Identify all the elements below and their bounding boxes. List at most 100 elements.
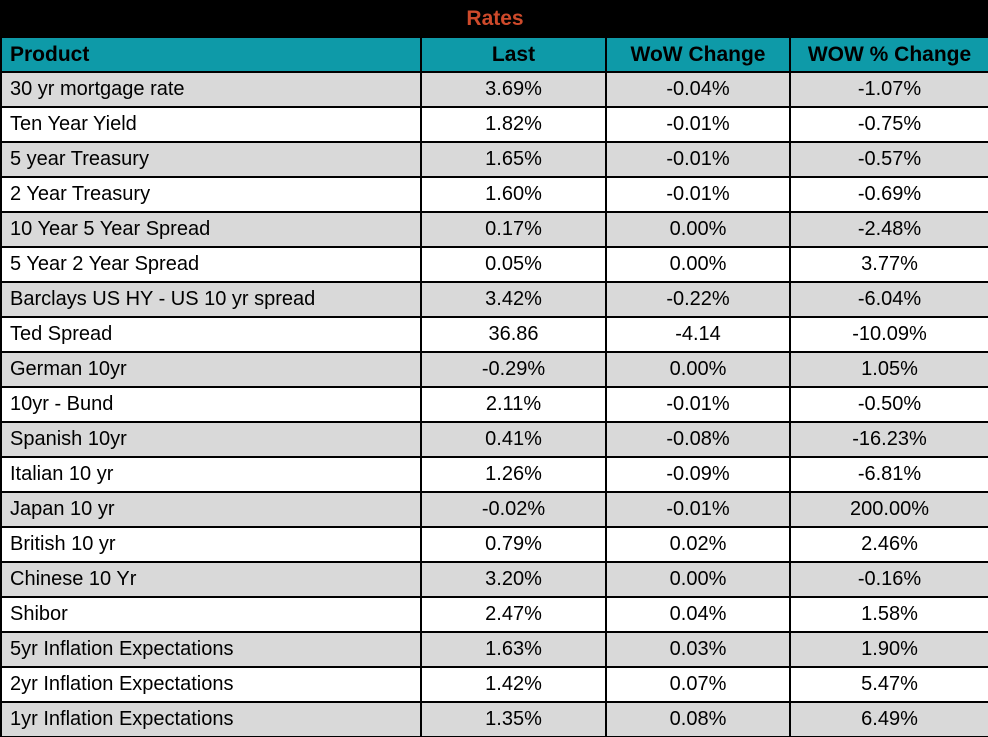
table-row: Barclays US HY - US 10 yr spread 3.42% -0.… bbox=[0, 281, 988, 318]
cell-last: 36.86 bbox=[420, 316, 607, 353]
cell-product: 10yr - Bund bbox=[0, 386, 422, 423]
cell-wow_pct_change: -6.81% bbox=[788, 456, 988, 493]
cell-wow_pct_change: 5.47% bbox=[788, 666, 988, 703]
cell-product: Barclays US HY - US 10 yr spread bbox=[0, 281, 422, 318]
table-row: 2 Year Treasury 1.60% -0.01% -0.69% bbox=[0, 176, 988, 213]
cell-last: 1.42% bbox=[420, 666, 607, 703]
cell-last: 1.35% bbox=[420, 701, 607, 737]
table-row: Italian 10 yr 1.26% -0.09% -6.81% bbox=[0, 456, 988, 493]
cell-wow_pct_change: 1.90% bbox=[788, 631, 988, 668]
cell-wow_change: 0.04% bbox=[605, 596, 791, 633]
table-row: Japan 10 yr -0.02% -0.01% 200.00% bbox=[0, 491, 988, 528]
cell-last: 1.65% bbox=[420, 141, 607, 178]
cell-last: 1.63% bbox=[420, 631, 607, 668]
table-row: Chinese 10 Yr 3.20% 0.00% -0.16% bbox=[0, 561, 988, 598]
cell-wow_pct_change: -10.09% bbox=[788, 316, 988, 353]
cell-wow_change: -0.01% bbox=[605, 386, 791, 423]
cell-wow_pct_change: -6.04% bbox=[788, 281, 988, 318]
cell-last: 1.60% bbox=[420, 176, 607, 213]
table-title: Rates bbox=[0, 0, 988, 38]
table-row: 5 Year 2 Year Spread 0.05% 0.00% 3.77% bbox=[0, 246, 988, 283]
cell-product: German 10yr bbox=[0, 351, 422, 388]
cell-wow_pct_change: -0.69% bbox=[788, 176, 988, 213]
cell-product: Spanish 10yr bbox=[0, 421, 422, 458]
cell-wow_pct_change: -0.75% bbox=[788, 106, 988, 143]
cell-wow_change: 0.03% bbox=[605, 631, 791, 668]
cell-product: 5 Year 2 Year Spread bbox=[0, 246, 422, 283]
cell-last: 3.69% bbox=[420, 71, 607, 108]
cell-wow_change: -0.01% bbox=[605, 141, 791, 178]
cell-wow_pct_change: -0.16% bbox=[788, 561, 988, 598]
cell-wow_change: 0.07% bbox=[605, 666, 791, 703]
cell-last: 2.47% bbox=[420, 596, 607, 633]
cell-product: 10 Year 5 Year Spread bbox=[0, 211, 422, 248]
cell-product: 30 yr mortgage rate bbox=[0, 71, 422, 108]
cell-wow_change: 0.00% bbox=[605, 211, 791, 248]
cell-last: -0.29% bbox=[420, 351, 607, 388]
cell-wow_change: -0.08% bbox=[605, 421, 791, 458]
cell-product: Chinese 10 Yr bbox=[0, 561, 422, 598]
table-row: 10yr - Bund 2.11% -0.01% -0.50% bbox=[0, 386, 988, 423]
cell-last: 3.20% bbox=[420, 561, 607, 598]
table-row: 5 year Treasury 1.65% -0.01% -0.57% bbox=[0, 141, 988, 178]
table-row: 30 yr mortgage rate 3.69% -0.04% -1.07% bbox=[0, 71, 988, 108]
cell-last: 1.26% bbox=[420, 456, 607, 493]
cell-wow_change: 0.00% bbox=[605, 246, 791, 283]
cell-wow_change: 0.08% bbox=[605, 701, 791, 737]
rates-table-body: 30 yr mortgage rate 3.69% -0.04% -1.07% Ten … bbox=[0, 71, 988, 737]
table-row: Ten Year Yield 1.82% -0.01% -0.75% bbox=[0, 106, 988, 143]
table-title-row: Rates bbox=[0, 0, 988, 38]
cell-last: 2.11% bbox=[420, 386, 607, 423]
table-row: German 10yr -0.29% 0.00% 1.05% bbox=[0, 351, 988, 388]
cell-last: 3.42% bbox=[420, 281, 607, 318]
cell-wow_change: -0.01% bbox=[605, 491, 791, 528]
table-header-row: Product Last WoW Change WOW % Change bbox=[0, 36, 988, 73]
cell-last: 0.41% bbox=[420, 421, 607, 458]
cell-product: Ten Year Yield bbox=[0, 106, 422, 143]
cell-wow_change: -0.01% bbox=[605, 176, 791, 213]
cell-product: 5 year Treasury bbox=[0, 141, 422, 178]
cell-wow_change: -0.04% bbox=[605, 71, 791, 108]
cell-wow_pct_change: -16.23% bbox=[788, 421, 988, 458]
cell-last: 0.05% bbox=[420, 246, 607, 283]
cell-product: 2yr Inflation Expectations bbox=[0, 666, 422, 703]
column-header-wow-change: WoW Change bbox=[605, 36, 791, 73]
table-row: British 10 yr 0.79% 0.02% 2.46% bbox=[0, 526, 988, 563]
column-header-product: Product bbox=[0, 36, 422, 73]
table-row: 10 Year 5 Year Spread 0.17% 0.00% -2.48% bbox=[0, 211, 988, 248]
table-row: 1yr Inflation Expectations 1.35% 0.08% 6.49… bbox=[0, 701, 988, 737]
cell-wow_pct_change: -2.48% bbox=[788, 211, 988, 248]
cell-wow_pct_change: -0.57% bbox=[788, 141, 988, 178]
cell-wow_change: 0.00% bbox=[605, 351, 791, 388]
table-row: Ted Spread 36.86 -4.14 -10.09% bbox=[0, 316, 988, 353]
table-row: Shibor 2.47% 0.04% 1.58% bbox=[0, 596, 988, 633]
cell-wow_change: -0.22% bbox=[605, 281, 791, 318]
cell-wow_pct_change: 6.49% bbox=[788, 701, 988, 737]
cell-product: Shibor bbox=[0, 596, 422, 633]
cell-wow_pct_change: 2.46% bbox=[788, 526, 988, 563]
cell-wow_change: 0.02% bbox=[605, 526, 791, 563]
cell-product: British 10 yr bbox=[0, 526, 422, 563]
cell-last: 1.82% bbox=[420, 106, 607, 143]
cell-product: Italian 10 yr bbox=[0, 456, 422, 493]
cell-wow_pct_change: -0.50% bbox=[788, 386, 988, 423]
cell-product: Ted Spread bbox=[0, 316, 422, 353]
cell-wow_change: -4.14 bbox=[605, 316, 791, 353]
column-header-wow-pct-change: WOW % Change bbox=[788, 36, 988, 73]
table-row: 2yr Inflation Expectations 1.42% 0.07% 5.47… bbox=[0, 666, 988, 703]
cell-product: 5yr Inflation Expectations bbox=[0, 631, 422, 668]
table-row: 5yr Inflation Expectations 1.63% 0.03% 1.90… bbox=[0, 631, 988, 668]
cell-product: Japan 10 yr bbox=[0, 491, 422, 528]
cell-wow_pct_change: 3.77% bbox=[788, 246, 988, 283]
cell-last: 0.79% bbox=[420, 526, 607, 563]
cell-product: 1yr Inflation Expectations bbox=[0, 701, 422, 737]
cell-wow_pct_change: 1.58% bbox=[788, 596, 988, 633]
cell-wow_pct_change: -1.07% bbox=[788, 71, 988, 108]
column-header-last: Last bbox=[420, 36, 607, 73]
cell-last: 0.17% bbox=[420, 211, 607, 248]
cell-wow_change: 0.00% bbox=[605, 561, 791, 598]
cell-product: 2 Year Treasury bbox=[0, 176, 422, 213]
cell-wow_pct_change: 200.00% bbox=[788, 491, 988, 528]
